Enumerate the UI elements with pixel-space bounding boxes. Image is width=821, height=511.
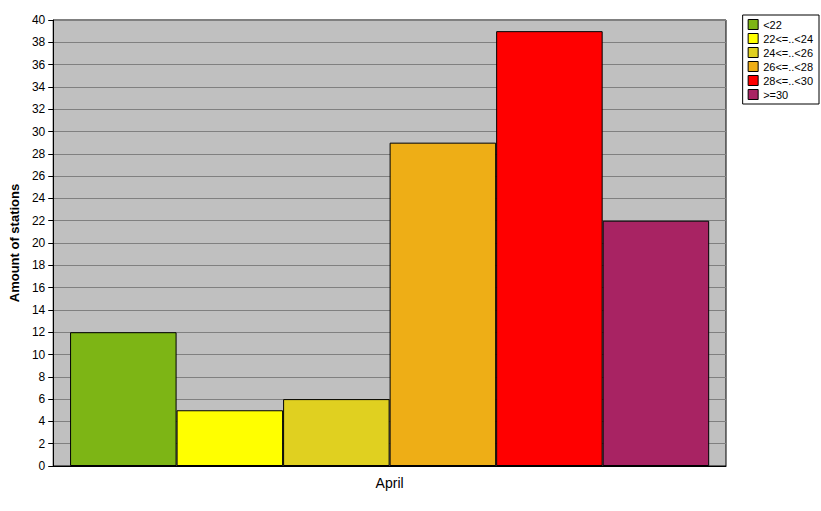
svg-text:4: 4 bbox=[39, 414, 46, 428]
svg-text:28<=..<30: 28<=..<30 bbox=[763, 75, 813, 87]
svg-text:36: 36 bbox=[32, 58, 46, 72]
svg-text:26: 26 bbox=[32, 169, 46, 183]
svg-text:22<=..<24: 22<=..<24 bbox=[763, 33, 813, 45]
svg-text:24: 24 bbox=[32, 191, 46, 205]
svg-text:8: 8 bbox=[39, 370, 46, 384]
svg-text:24<=..<26: 24<=..<26 bbox=[763, 47, 813, 59]
svg-text:22: 22 bbox=[32, 214, 46, 228]
svg-text:30: 30 bbox=[32, 125, 46, 139]
svg-text:April: April bbox=[376, 475, 404, 491]
svg-text:Amount of stations: Amount of stations bbox=[7, 184, 22, 302]
svg-text:40: 40 bbox=[32, 13, 46, 27]
svg-text:0: 0 bbox=[39, 459, 46, 473]
svg-text:38: 38 bbox=[32, 35, 46, 49]
svg-text:18: 18 bbox=[32, 258, 46, 272]
svg-text:28: 28 bbox=[32, 147, 46, 161]
svg-text:<22: <22 bbox=[763, 19, 782, 31]
svg-text:>=30: >=30 bbox=[763, 89, 788, 101]
svg-text:32: 32 bbox=[32, 102, 46, 116]
svg-text:2: 2 bbox=[39, 437, 46, 451]
svg-text:20: 20 bbox=[32, 236, 46, 250]
svg-text:14: 14 bbox=[32, 303, 46, 317]
svg-text:26<=..<28: 26<=..<28 bbox=[763, 61, 813, 73]
svg-text:12: 12 bbox=[32, 325, 46, 339]
svg-text:16: 16 bbox=[32, 281, 46, 295]
svg-text:6: 6 bbox=[39, 392, 46, 406]
svg-text:34: 34 bbox=[32, 80, 46, 94]
svg-text:10: 10 bbox=[32, 348, 46, 362]
